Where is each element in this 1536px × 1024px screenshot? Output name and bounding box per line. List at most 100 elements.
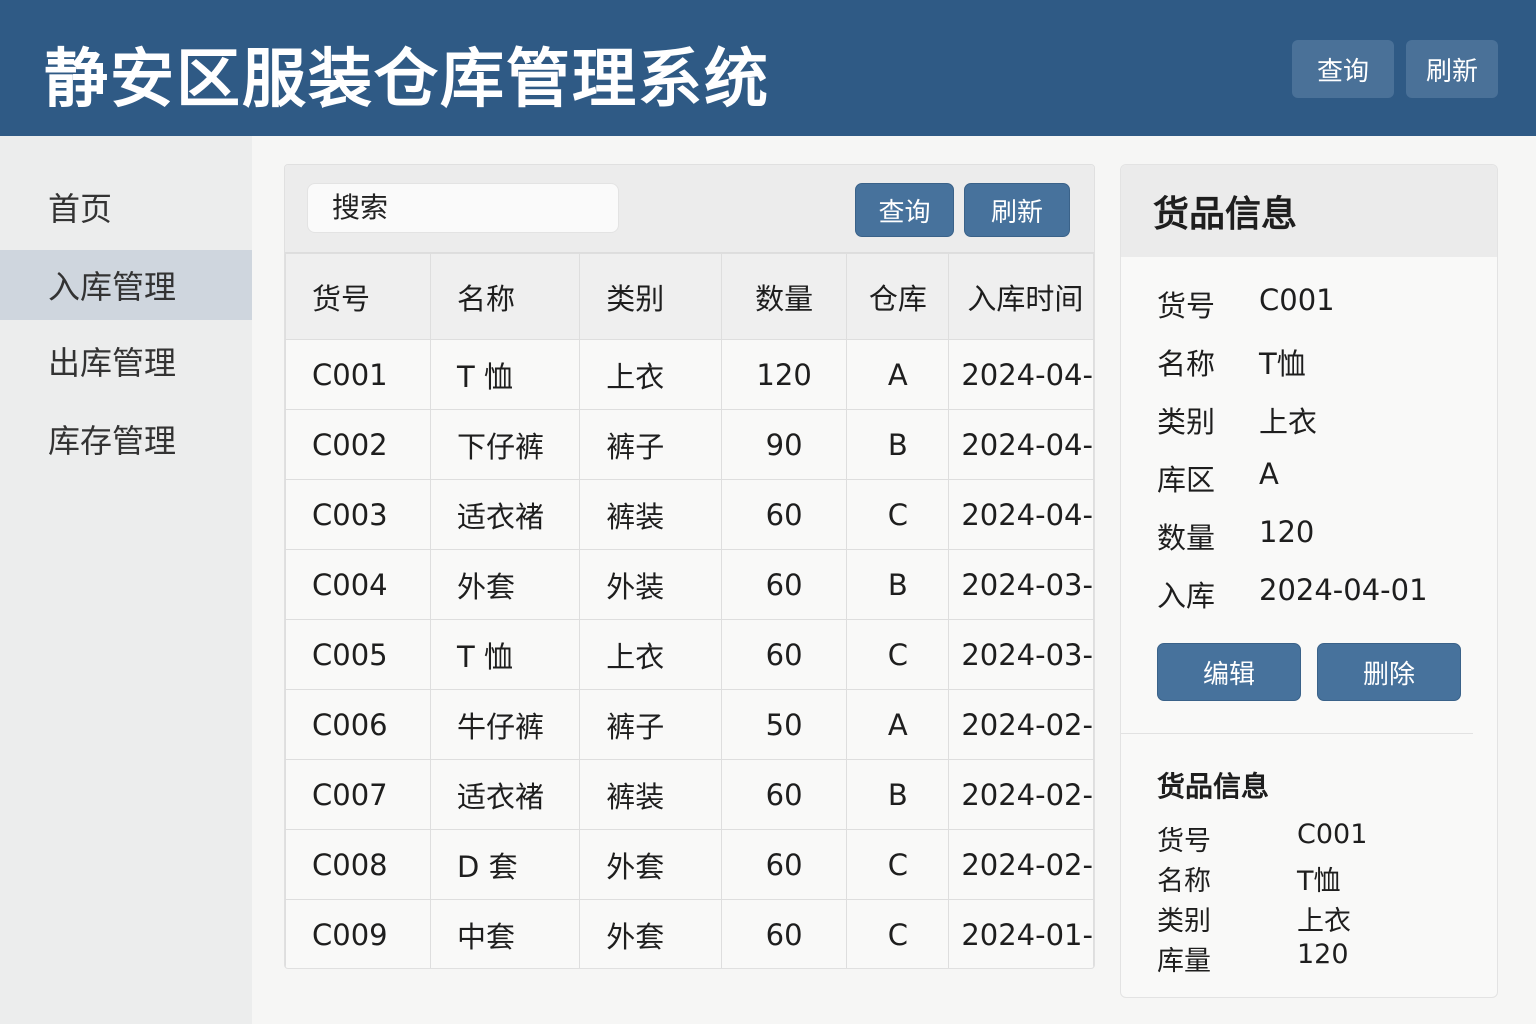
table-cell: 裤子 — [579, 689, 722, 760]
table-cell: 2024-03- — [948, 549, 1094, 620]
table-cell: 2024-03- — [948, 619, 1094, 690]
field-label: 数量 — [1157, 521, 1216, 555]
table-cell: 60 — [720, 829, 848, 900]
field-value: 上衣 — [1297, 906, 1351, 937]
table-cell: C — [846, 479, 950, 550]
refresh-button[interactable]: 刷新 — [964, 183, 1070, 237]
table-cell: 裤装 — [579, 759, 722, 830]
table-cell: C006 — [285, 689, 432, 760]
table-cell: 2024-02- — [948, 829, 1094, 900]
table-cell: 适衣褚 — [430, 479, 581, 550]
table-row[interactable]: C005 T 恤上衣 60 C 2024-03- — [285, 619, 1094, 690]
table-row[interactable]: C003 适衣褚 裤装 60 C 2024-04- — [285, 479, 1094, 550]
sub-detail-field: 货号 C001 — [1157, 819, 1367, 858]
field-value: C001 — [1297, 819, 1368, 850]
table-cell: T 恤 — [430, 619, 581, 690]
table-row[interactable]: C007 适衣褚 裤装 60 B 2024-02- — [285, 759, 1094, 830]
table-cell: 裤子 — [579, 409, 722, 480]
delete-button[interactable]: 删除 — [1317, 643, 1461, 701]
detail-field: 类别 上衣 — [1157, 399, 1317, 441]
table-cell: 50 — [720, 689, 848, 760]
field-value: T恤 — [1297, 866, 1341, 897]
table-cell: 外套 — [579, 829, 722, 900]
field-label: 名称 — [1157, 347, 1216, 381]
header-query-button[interactable]: 查询 — [1292, 40, 1394, 98]
detail-field: 库区 A — [1157, 457, 1279, 499]
table-cell: 牛仔裤 — [430, 689, 581, 760]
table-cell: 60 — [720, 549, 848, 620]
detail-field: 名称 T恤 — [1157, 341, 1306, 383]
app-header: 静安区服装仓库管理系统 查询 刷新 — [0, 0, 1536, 136]
column-header[interactable]: 数量 — [720, 253, 848, 340]
table-cell: A — [846, 689, 950, 760]
table-toolbar: 搜索 查询 刷新 — [285, 165, 1094, 253]
detail-title: 货品信息 — [1121, 165, 1497, 257]
table-cell: C004 — [285, 549, 432, 620]
sidebar-item-inbound[interactable]: 入库管理 — [0, 250, 252, 320]
table-cell: C002 — [285, 409, 432, 480]
inventory-table-panel: 搜索 查询 刷新 货号 名称 类别 数量 仓库 入库时间 C001 T 恤上衣 120 A 202… — [284, 164, 1095, 969]
table-row[interactable]: C004 外套 外装 60 B 2024-03- — [285, 549, 1094, 620]
column-header[interactable]: 仓库 — [846, 253, 950, 340]
table-cell: 外装 — [579, 549, 722, 620]
sidebar: 首页 入库管理 出库管理 库存管理 — [0, 136, 252, 1024]
detail-field: 货号 C001 — [1157, 283, 1335, 325]
column-header[interactable]: 名称 — [430, 253, 581, 340]
sub-detail-field: 库量 120 — [1157, 939, 1349, 978]
table-cell: 60 — [720, 899, 848, 968]
field-label: 类别 — [1157, 405, 1216, 439]
field-label: 名称 — [1157, 866, 1211, 897]
table-cell: 90 — [720, 409, 848, 480]
field-label: 入库 — [1157, 579, 1216, 613]
sidebar-item-home[interactable]: 首页 — [48, 190, 113, 228]
edit-button[interactable]: 编辑 — [1157, 643, 1301, 701]
column-header[interactable]: 货号 — [285, 253, 432, 340]
table-cell: 2024-02- — [948, 689, 1094, 760]
field-value: T恤 — [1259, 347, 1306, 381]
column-header[interactable]: 入库时间 — [948, 253, 1094, 340]
search-input[interactable]: 搜索 — [307, 183, 619, 233]
field-label: 库量 — [1157, 946, 1211, 977]
detail-field: 入库 2024-04-01 — [1157, 573, 1428, 615]
table-cell: 上衣 — [579, 339, 722, 410]
table-cell: B — [846, 759, 950, 830]
table-cell: 外套 — [430, 549, 581, 620]
sidebar-item-outbound[interactable]: 出库管理 — [48, 344, 177, 382]
field-label: 货号 — [1157, 289, 1216, 323]
table-cell: 60 — [720, 479, 848, 550]
table-cell: C001 — [285, 339, 432, 410]
field-label: 库区 — [1157, 463, 1216, 497]
query-button[interactable]: 查询 — [855, 183, 954, 237]
table-cell: C008 — [285, 829, 432, 900]
table-cell: 上衣 — [579, 619, 722, 690]
sidebar-item-inventory[interactable]: 库存管理 — [48, 422, 177, 460]
table-cell: 适衣褚 — [430, 759, 581, 830]
table-cell: 2024-04- — [948, 409, 1094, 480]
inventory-table: 货号 名称 类别 数量 仓库 入库时间 C001 T 恤上衣 120 A 2024-04- C002… — [285, 253, 1094, 968]
table-cell: 2024-01- — [948, 899, 1094, 968]
table-cell: A — [846, 339, 950, 410]
column-header[interactable]: 类别 — [579, 253, 722, 340]
table-cell: C007 — [285, 759, 432, 830]
header-refresh-button[interactable]: 刷新 — [1406, 40, 1498, 98]
table-row[interactable]: C009 中套 外套 60 C 2024-01- — [285, 899, 1094, 968]
table-cell: D 套 — [430, 829, 581, 900]
table-cell: 中套 — [430, 899, 581, 968]
table-cell: B — [846, 409, 950, 480]
table-cell: 2024-04- — [948, 339, 1094, 410]
table-row[interactable]: C008 D 套外套 60 C 2024-02- — [285, 829, 1094, 900]
table-row[interactable]: C001 T 恤上衣 120 A 2024-04- — [285, 339, 1094, 410]
table-cell: 60 — [720, 619, 848, 690]
table-cell: C005 — [285, 619, 432, 690]
table-row[interactable]: C002 下仔裤 裤子 90 B 2024-04- — [285, 409, 1094, 480]
field-label: 类别 — [1157, 906, 1211, 937]
table-cell: 2024-02- — [948, 759, 1094, 830]
field-value: 120 — [1297, 939, 1349, 970]
field-value: C001 — [1259, 283, 1335, 317]
table-row[interactable]: C006 牛仔裤 裤子 50 A 2024-02- — [285, 689, 1094, 760]
field-value: 120 — [1259, 515, 1315, 549]
sub-detail-field: 名称 T恤 — [1157, 859, 1341, 898]
field-value: 上衣 — [1259, 405, 1318, 439]
table-cell: C009 — [285, 899, 432, 968]
table-cell: 120 — [720, 339, 848, 410]
